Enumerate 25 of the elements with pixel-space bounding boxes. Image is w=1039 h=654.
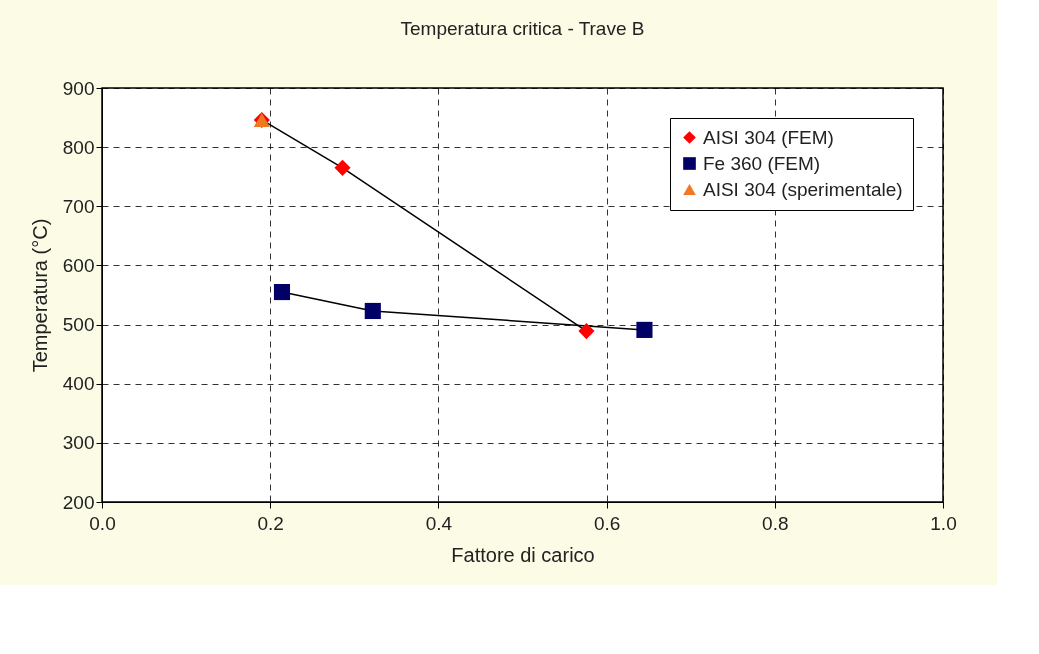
point xyxy=(636,321,653,338)
legend-label: Fe 360 (FEM) xyxy=(703,152,821,174)
y-tick-label: 700 xyxy=(62,195,95,217)
y-tick-label: 900 xyxy=(62,77,95,99)
x-tick-label: 0.8 xyxy=(762,512,789,534)
legend-label: AISI 304 (sperimentale) xyxy=(703,178,903,200)
y-axis-title: Temperatura (°C) xyxy=(28,218,51,373)
legend-label: AISI 304 (FEM) xyxy=(703,126,834,148)
x-tick-label: 0.2 xyxy=(257,512,284,534)
y-tick-label: 500 xyxy=(62,314,95,336)
x-tick-label: 0.4 xyxy=(425,512,453,534)
point xyxy=(273,283,291,301)
x-tick-label: 1.0 xyxy=(930,512,957,534)
chart-title: Temperatura critica - Trave B xyxy=(400,18,645,39)
point xyxy=(364,302,381,320)
y-tick-label: 300 xyxy=(62,432,95,454)
point xyxy=(334,159,351,176)
y-tick-label: 400 xyxy=(62,373,95,395)
y-tick-label: 200 xyxy=(62,491,95,513)
x-tick-label: 0.0 xyxy=(89,512,116,534)
y-tick-label: 800 xyxy=(62,136,95,158)
point xyxy=(578,323,595,340)
y-tick-label: 600 xyxy=(62,254,95,276)
x-tick-label: 0.6 xyxy=(593,512,621,534)
x-axis-title: Fattore di carico xyxy=(451,543,595,566)
